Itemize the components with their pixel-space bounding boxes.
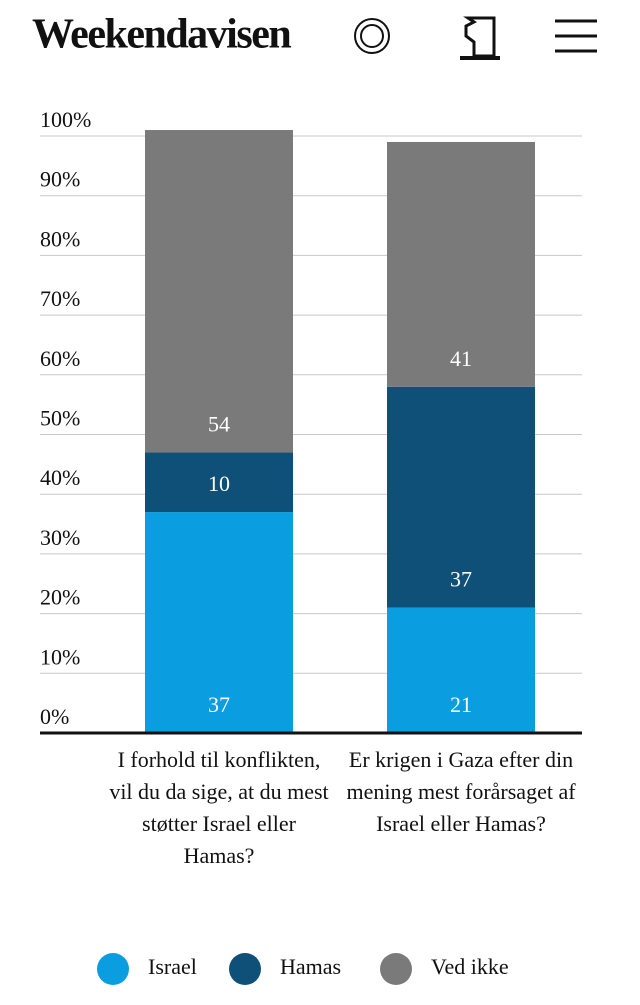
x-tick-label: Er krigen i Gaza efter din mening mest f… [346,747,576,836]
legend-swatch [380,953,412,985]
y-tick-label: 50% [40,406,80,431]
bar-segment [145,130,293,453]
y-tick-label: 70% [40,286,80,311]
y-tick-label: 90% [40,167,80,192]
value-label: 21 [450,692,472,717]
x-tick-label: I forhold til konflikten, vil du da sige… [109,747,329,868]
menu-icon[interactable] [555,19,597,53]
legend-label: Hamas [280,954,341,979]
brand: Weekendavisen [32,12,291,58]
y-tick-label: 60% [40,346,80,371]
value-label: 10 [208,471,230,496]
y-tick-label: 0% [40,704,69,729]
y-tick-label: 80% [40,226,80,251]
bar-segment [387,607,535,733]
y-tick-label: 100% [40,107,91,132]
value-label: 54 [208,411,230,436]
legend-swatch [229,953,261,985]
legend-label: Ved ikke [431,954,509,979]
y-tick-label: 20% [40,585,80,610]
y-tick-label: 40% [40,465,80,490]
y-tick-label: 30% [40,525,80,550]
value-label: 41 [450,346,472,371]
bar-segment [387,386,535,608]
legend-label: Israel [148,954,197,979]
value-label: 37 [208,692,230,717]
login-icon[interactable] [460,16,500,60]
bar-segment [145,512,293,733]
bar-segment [387,141,535,387]
y-tick-label: 10% [40,644,80,669]
value-label: 37 [450,567,472,592]
brand-emblem [354,18,390,54]
legend-swatch [97,953,129,985]
bar-segment [145,452,293,513]
